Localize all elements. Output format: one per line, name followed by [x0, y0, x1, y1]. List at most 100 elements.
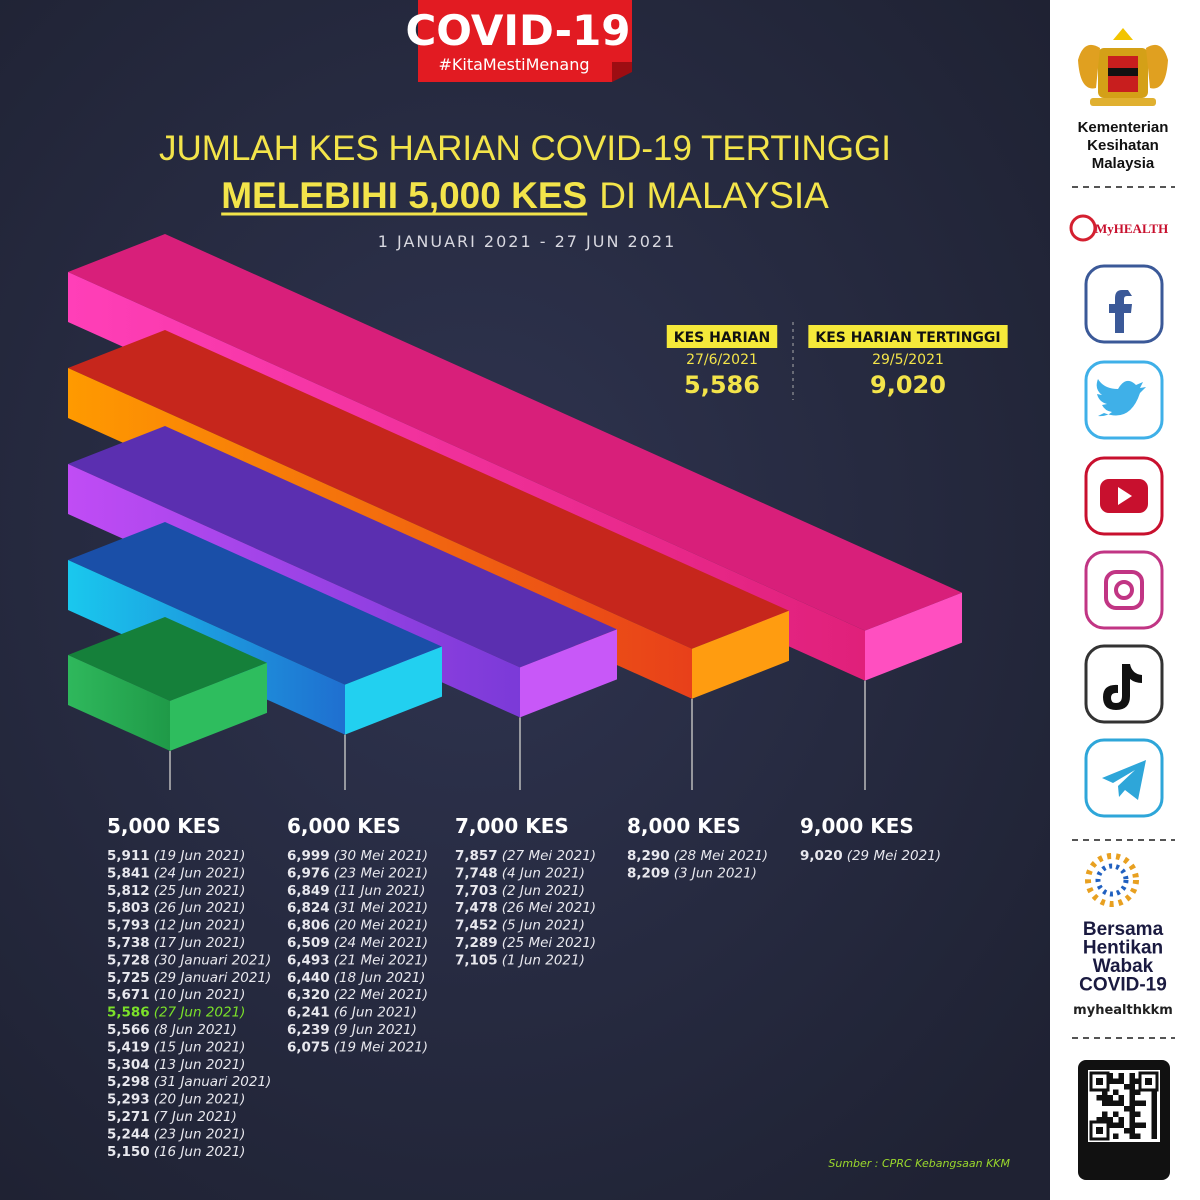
bars: [68, 234, 962, 790]
entry-date: (20 Mei 2021): [334, 918, 428, 934]
entry: 7,703 (2 Jun 2021): [455, 883, 585, 899]
entry: 6,239 (9 Jun 2021): [287, 1022, 417, 1038]
entry: 7,857 (27 Mei 2021): [455, 848, 596, 864]
qr-cell: [1102, 1095, 1108, 1101]
entry-date: (19 Jun 2021): [154, 848, 246, 864]
entry: 6,493 (21 Mei 2021): [287, 952, 428, 968]
qr-cell: [1135, 1133, 1141, 1139]
qr-cell: [1113, 1111, 1119, 1117]
qr-cell: [1102, 1100, 1108, 1106]
entry-date: (24 Jun 2021): [154, 865, 246, 881]
entry: 6,320 (22 Mei 2021): [287, 987, 428, 1003]
entry-date: (29 Mei 2021): [847, 848, 941, 864]
group-heading: 8,000 KES: [627, 814, 741, 838]
entry: 5,293 (20 Jun 2021): [107, 1092, 245, 1108]
entry: 5,911 (19 Jun 2021): [107, 848, 245, 864]
qr-cell: [1113, 1089, 1119, 1095]
qr-cell: [1129, 1073, 1135, 1079]
entry: 5,419 (15 Jun 2021): [107, 1039, 245, 1055]
campaign-logo: [1085, 853, 1139, 907]
telegram-icon[interactable]: [1084, 738, 1164, 818]
qr-cell: [1118, 1100, 1124, 1106]
qr-cell: [1151, 1106, 1157, 1112]
entry: 6,824 (31 Mei 2021): [287, 900, 428, 916]
entry-date: (26 Jun 2021): [154, 900, 246, 916]
qr-cell: [1118, 1117, 1124, 1123]
ministry-name: Kesihatan: [1087, 137, 1159, 154]
ministry-name: Malaysia: [1092, 155, 1155, 172]
stat-value: 9,020: [870, 371, 946, 399]
qr-cell: [1129, 1117, 1135, 1123]
entry-date: (12 Jun 2021): [154, 918, 246, 934]
campaign-text: Wabak: [1093, 956, 1154, 977]
entry-date: (22 Mei 2021): [334, 987, 428, 1003]
qr-cell: [1118, 1078, 1124, 1084]
qr-pattern: [1089, 1071, 1159, 1141]
qr-finder-dot: [1145, 1078, 1152, 1085]
entry-cases: 5,271: [107, 1109, 150, 1125]
instagram-icon[interactable]: [1084, 550, 1164, 630]
qr-cell: [1129, 1084, 1135, 1090]
entry-cases: 6,509: [287, 935, 330, 951]
entry: 5,725 (29 Januari 2021): [107, 970, 271, 986]
title-line1: JUMLAH KES HARIAN COVID-19 TERTINGGI: [159, 129, 891, 168]
entry-date: (5 Jun 2021): [502, 918, 585, 934]
stat-date: 29/5/2021: [872, 352, 944, 368]
stat-label-bg: [808, 325, 1008, 348]
qr-finder-dot: [1096, 1078, 1103, 1085]
entry-cases: 6,075: [287, 1039, 330, 1055]
entry-date: (9 Jun 2021): [334, 1022, 417, 1038]
entry-date: (30 Mei 2021): [334, 848, 428, 864]
qr-cell: [1151, 1111, 1157, 1117]
entry: 6,849 (11 Jun 2021): [287, 883, 425, 899]
entry-cases: 6,976: [287, 865, 330, 881]
period: 1 JANUARI 2021 - 27 JUN 2021: [378, 232, 677, 251]
stat-label-bg: [666, 325, 778, 348]
campaign-text: Bersama: [1083, 919, 1164, 940]
qr-cell: [1113, 1100, 1119, 1106]
bar-top: [68, 234, 962, 631]
qr-cell: [1129, 1133, 1135, 1139]
qr-cell: [1129, 1089, 1135, 1095]
entry-cases: 5,728: [107, 952, 150, 968]
entry-cases: 6,999: [287, 848, 330, 864]
entry: 8,209 (3 Jun 2021): [627, 865, 757, 881]
entry-cases: 5,725: [107, 970, 150, 986]
entry-date: (24 Mei 2021): [334, 935, 428, 951]
qr-cell: [1135, 1111, 1141, 1117]
entry-date: (31 Januari 2021): [154, 1074, 272, 1090]
bar-front: [68, 655, 170, 751]
entry: 7,478 (26 Mei 2021): [455, 900, 596, 916]
entry-date: (8 Jun 2021): [154, 1022, 237, 1038]
entry-cases: 5,671: [107, 987, 150, 1003]
qr-cell: [1135, 1122, 1141, 1128]
entry-date: (19 Mei 2021): [334, 1039, 428, 1055]
entry-date: (31 Mei 2021): [334, 900, 428, 916]
entry: 6,241 (6 Jun 2021): [287, 1005, 417, 1021]
qr-cell: [1113, 1133, 1119, 1139]
entry-date: (27 Mei 2021): [502, 848, 596, 864]
entry: 5,566 (8 Jun 2021): [107, 1022, 237, 1038]
entry-date: (29 Januari 2021): [154, 970, 272, 986]
entry-date: (10 Jun 2021): [154, 987, 246, 1003]
entry: 6,806 (20 Mei 2021): [287, 918, 428, 934]
qr-cell: [1107, 1073, 1113, 1079]
qr-finder-dot: [1096, 1127, 1103, 1134]
entry-cases: 6,239: [287, 1022, 330, 1038]
entry: 5,803 (26 Jun 2021): [107, 900, 245, 916]
entry: 5,812 (25 Jun 2021): [107, 883, 245, 899]
qr-cell: [1124, 1084, 1130, 1090]
tiktok-glyph: [1103, 664, 1142, 710]
facebook-glyph: [1109, 290, 1132, 333]
entry-cases: 6,493: [287, 952, 330, 968]
entry-cases: 7,478: [455, 900, 498, 916]
badge: [418, 0, 632, 82]
ministry-name: Kementerian: [1078, 119, 1169, 136]
entry: 5,671 (10 Jun 2021): [107, 987, 245, 1003]
qr-cell: [1151, 1133, 1157, 1139]
qr-cell: [1124, 1128, 1130, 1134]
entry: 7,105 (1 Jun 2021): [455, 952, 585, 968]
bar-top: [68, 522, 442, 685]
entry-cases: 6,806: [287, 918, 330, 934]
